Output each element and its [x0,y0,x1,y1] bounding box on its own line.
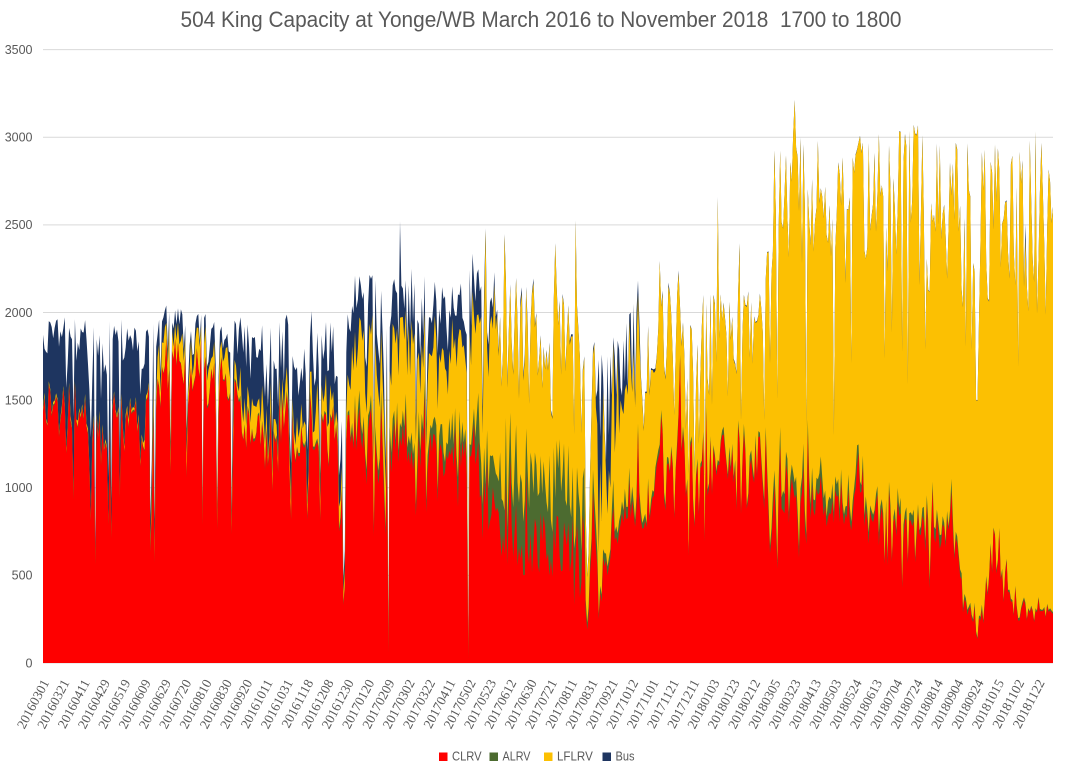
svg-text:LFLRV: LFLRV [557,750,593,764]
svg-text:504 King Capacity at Yonge/WB: 504 King Capacity at Yonge/WB March 2016… [181,7,902,32]
svg-text:3500: 3500 [5,43,33,57]
svg-text:2000: 2000 [5,306,33,320]
svg-text:3000: 3000 [5,131,33,145]
svg-text:500: 500 [12,569,33,583]
svg-text:2500: 2500 [5,218,33,232]
svg-text:CLRV: CLRV [452,750,482,764]
svg-text:1000: 1000 [5,481,33,495]
svg-text:ALRV: ALRV [503,750,532,764]
svg-text:0: 0 [26,656,33,670]
svg-text:1500: 1500 [5,393,33,407]
svg-text:Bus: Bus [616,750,635,764]
